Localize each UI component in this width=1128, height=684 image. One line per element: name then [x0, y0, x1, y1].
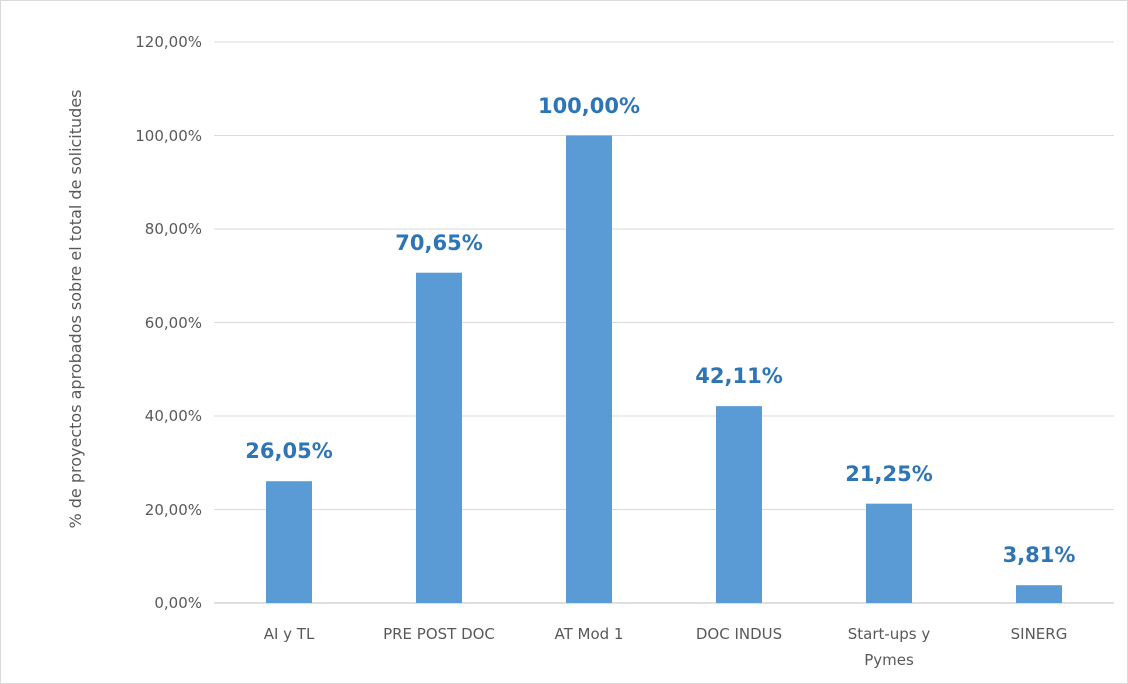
- y-axis-label: % de proyectos aprobados sobre el total …: [66, 89, 85, 529]
- x-tick-label: DOC INDUS: [695, 625, 783, 643]
- bar: [866, 503, 912, 603]
- y-tick-label: 0,00%: [154, 594, 202, 612]
- x-tick-label: SINERG: [1010, 625, 1068, 643]
- y-tick-label: 20,00%: [144, 500, 202, 519]
- data-label: 26,05%: [245, 439, 333, 464]
- y-tick-label: 100,00%: [135, 126, 202, 145]
- x-tick-label: Start-ups y Pymes: [847, 625, 931, 669]
- data-label: 21,25%: [845, 461, 933, 486]
- bar: [416, 272, 462, 603]
- data-label: 100,00%: [537, 93, 641, 118]
- x-tick-label: AT Mod 1: [554, 625, 624, 643]
- data-label: 3,81%: [1002, 543, 1076, 568]
- data-label: 42,11%: [695, 364, 783, 389]
- y-tick-label: 60,00%: [144, 313, 202, 332]
- y-tick-label: 120,00%: [135, 33, 202, 51]
- bar: [266, 481, 312, 603]
- x-tick-label: PRE POST DOC: [383, 625, 495, 643]
- bar: [1016, 585, 1062, 603]
- y-tick-label: 40,00%: [144, 407, 202, 425]
- x-tick-label: AI y TL: [263, 625, 315, 643]
- y-tick-label: 80,00%: [144, 220, 202, 238]
- bar: [566, 135, 612, 603]
- data-label: 70,65%: [395, 230, 483, 255]
- bar: [716, 406, 762, 603]
